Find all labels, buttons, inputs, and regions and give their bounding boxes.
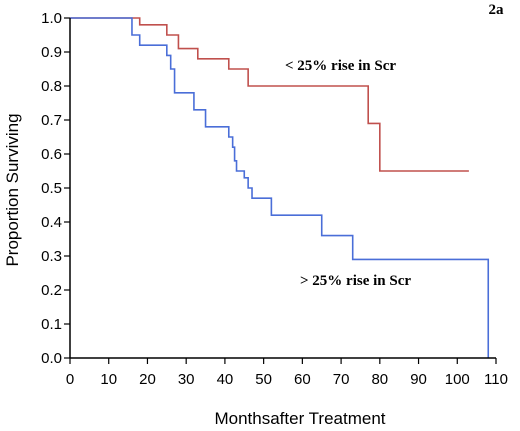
y-tick-label: 0.5 — [41, 180, 62, 197]
x-tick-label: 70 — [333, 371, 350, 388]
y-tick-label: 1.0 — [41, 10, 62, 27]
panel-label: 2a — [489, 2, 505, 18]
annotation-above-25: > 25% rise in Scr — [300, 273, 411, 289]
y-tick-label: 0.4 — [41, 214, 62, 231]
y-tick-label: 0.2 — [41, 282, 62, 299]
y-tick-label: 0.0 — [41, 350, 62, 367]
x-tick-label: 80 — [371, 371, 388, 388]
y-tick-label: 0.8 — [41, 78, 62, 95]
y-tick-label: 0.1 — [41, 316, 62, 333]
series-layer — [70, 17, 490, 358]
y-tick-label: 0.3 — [41, 248, 62, 265]
x-axis-title: Monthsafter Treatment — [214, 409, 385, 428]
y-axis-title: Proportion Surviving — [3, 113, 22, 266]
y-tick-label: 0.6 — [41, 146, 62, 163]
x-tick-label: 110 — [484, 371, 508, 388]
y-tick-label: 0.9 — [41, 44, 62, 61]
axes-layer: 0 10 20 30 40 50 60 70 80 90 100 110 0.0 0.1 0.2 0.3 0.4… — [41, 10, 508, 388]
x-tick-label: 40 — [217, 371, 234, 388]
x-tick-label: 90 — [410, 371, 427, 388]
x-tick-label: 10 — [100, 371, 117, 388]
x-tick-label: 20 — [139, 371, 156, 388]
x-tick-label: 30 — [178, 371, 195, 388]
x-tick-label: 100 — [445, 371, 470, 388]
series-line-0 — [70, 17, 469, 172]
x-tick-label: 0 — [66, 371, 74, 388]
x-tick-label: 50 — [255, 371, 272, 388]
series-line-1 — [70, 17, 490, 358]
y-tick-label: 0.7 — [41, 112, 62, 129]
annotation-below-25: < 25% rise in Scr — [285, 58, 396, 74]
x-tick-label: 60 — [294, 371, 311, 388]
